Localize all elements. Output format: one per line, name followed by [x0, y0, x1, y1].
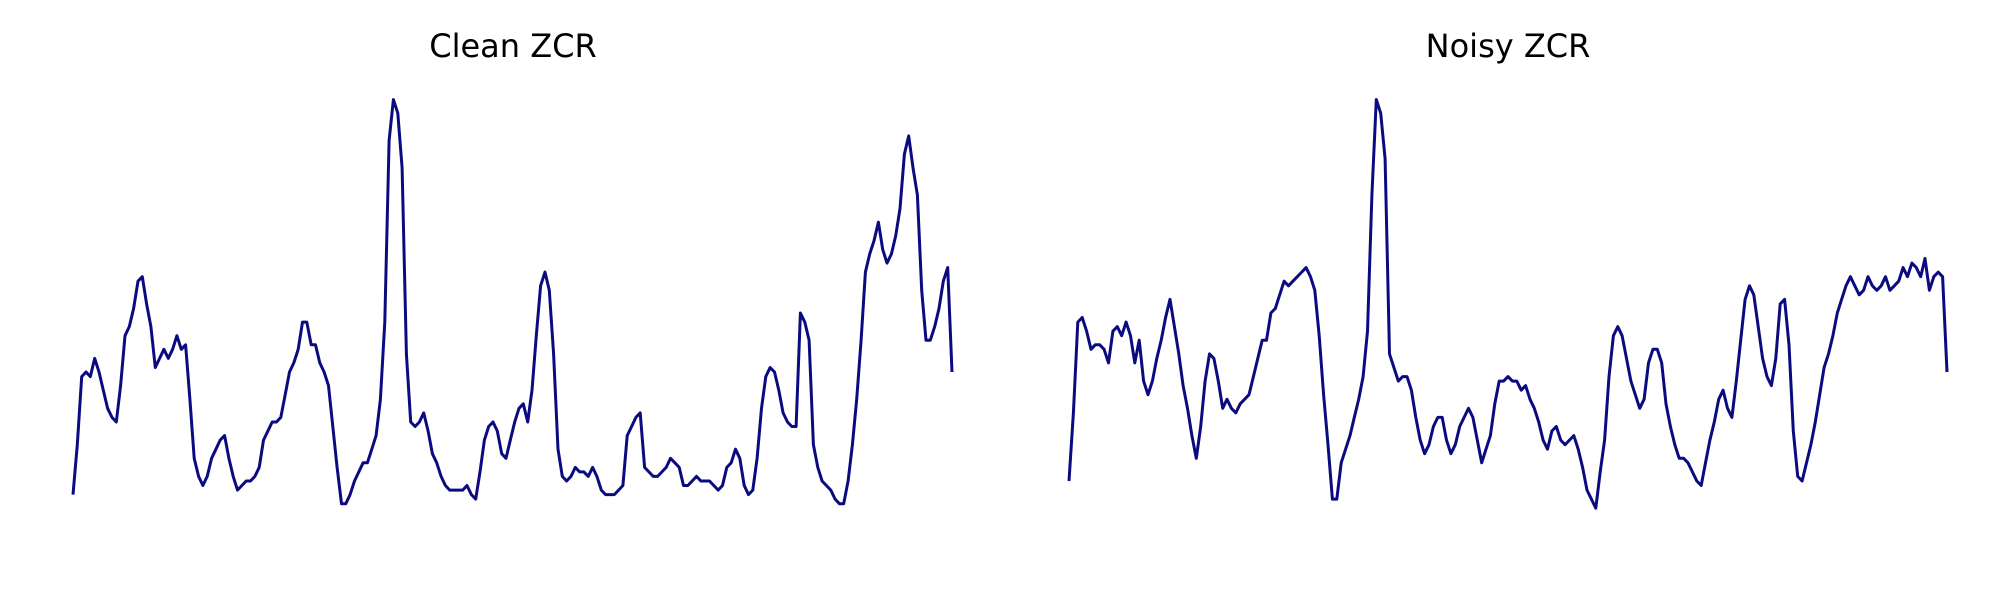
plot-area-noisy — [1067, 98, 1949, 510]
series-line-0-0 — [71, 98, 954, 506]
plot-area-clean — [71, 98, 954, 506]
chart-noisy-zcr: Noisy ZCR — [1067, 27, 1949, 510]
chart-clean-zcr: Clean ZCR — [71, 27, 954, 506]
chart-title-clean: Clean ZCR — [429, 27, 596, 65]
chart-title-noisy: Noisy ZCR — [1426, 27, 1591, 65]
series-line-1-0 — [1067, 98, 1949, 510]
